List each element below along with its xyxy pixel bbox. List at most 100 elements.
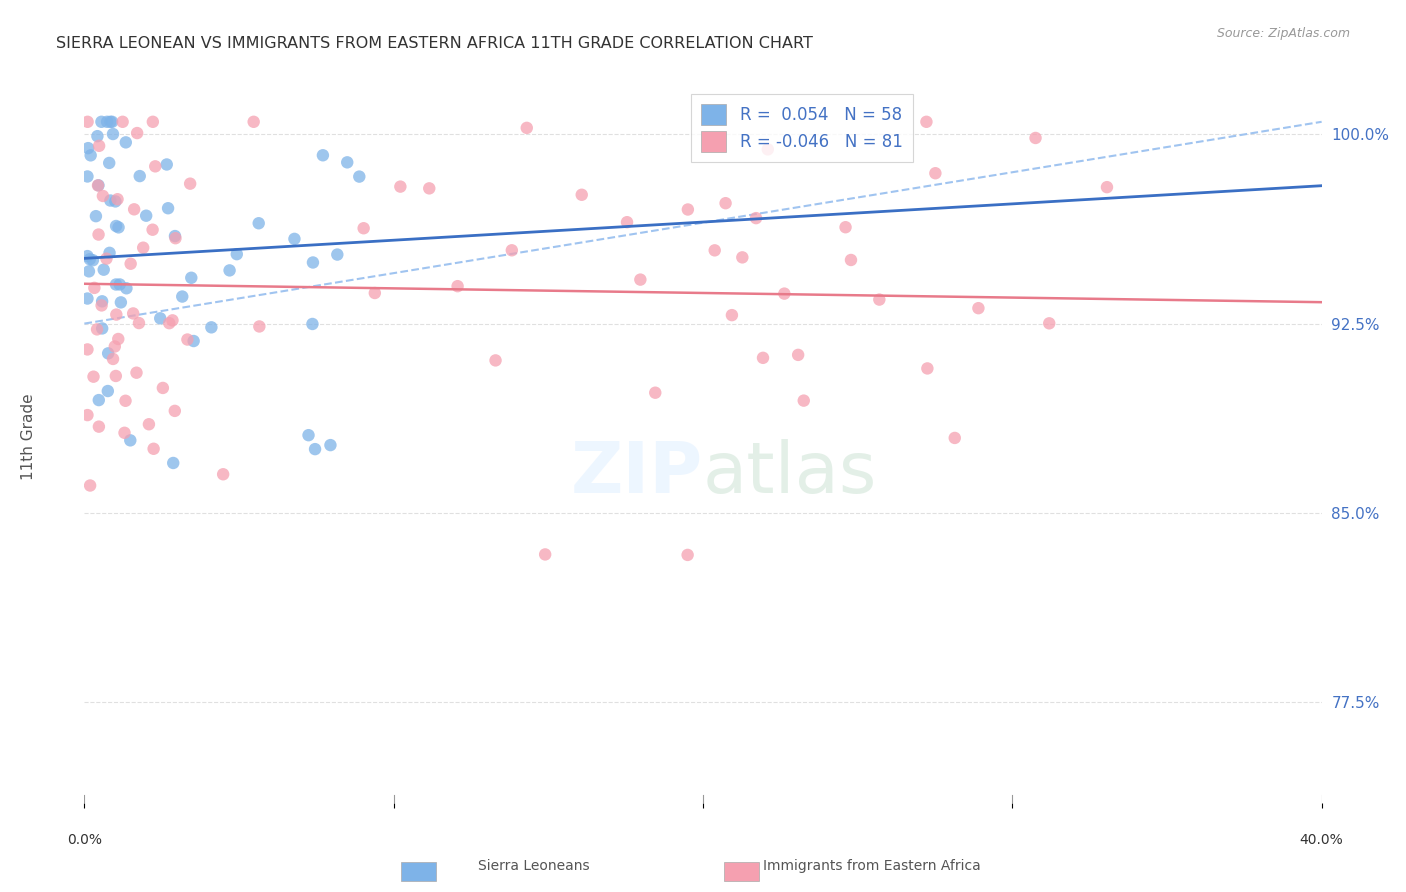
Point [703, 244, 725, 258]
Point [87, 393, 110, 408]
Point [90, 115, 112, 129]
Point [82, 253, 104, 268]
Point [628, 272, 651, 286]
Point [179, 177, 201, 191]
Point [76, 249, 98, 263]
Point [122, 306, 145, 320]
Point [1038, 316, 1060, 330]
Point [76, 292, 98, 306]
Point [183, 334, 205, 348]
Point [839, 252, 862, 267]
Point [114, 393, 136, 408]
Point [86, 129, 108, 144]
Point [114, 136, 136, 150]
Point [93, 262, 115, 277]
Point [571, 187, 593, 202]
Point [389, 179, 412, 194]
Point [868, 293, 890, 307]
Point [163, 229, 186, 244]
Point [721, 308, 744, 322]
Point [96, 252, 118, 266]
Point [302, 255, 325, 269]
Point [76, 115, 98, 129]
Point [128, 169, 150, 183]
Point [446, 279, 468, 293]
Point [336, 155, 359, 169]
Point [97, 384, 120, 398]
Point [107, 220, 129, 235]
Point [714, 196, 737, 211]
Point [142, 115, 165, 129]
Point [122, 202, 145, 217]
Point [107, 332, 129, 346]
Point [218, 263, 240, 277]
Point [157, 201, 180, 215]
Point [76, 343, 98, 357]
Point [77, 141, 100, 155]
Point [104, 368, 127, 383]
Point [773, 286, 796, 301]
Point [534, 548, 557, 562]
Point [110, 295, 132, 310]
Point [967, 301, 990, 315]
Point [353, 221, 375, 235]
Point [101, 351, 124, 366]
Text: Source: ZipAtlas.com: Source: ZipAtlas.com [1216, 27, 1350, 40]
Point [135, 209, 157, 223]
Text: SIERRA LEONEAN VS IMMIGRANTS FROM EASTERN AFRICA 11TH GRADE CORRELATION CHART: SIERRA LEONEAN VS IMMIGRANTS FROM EASTER… [56, 36, 813, 51]
Point [304, 442, 326, 457]
Point [98, 115, 121, 129]
Point [142, 223, 165, 237]
Point [76, 408, 98, 422]
Point [247, 216, 270, 230]
Point [301, 317, 323, 331]
Point [1095, 180, 1118, 194]
Point [79, 148, 101, 162]
Point [157, 316, 180, 330]
Point [82, 369, 104, 384]
Point [108, 277, 131, 292]
Point [943, 431, 966, 445]
Point [86, 322, 108, 336]
Point [915, 115, 938, 129]
Point [616, 215, 638, 229]
Point [225, 247, 247, 261]
Point [101, 127, 124, 141]
Point [138, 417, 160, 432]
Point [105, 219, 128, 233]
Point [297, 428, 319, 442]
Point [172, 289, 194, 303]
Point [156, 157, 179, 171]
Point [87, 178, 110, 193]
Point [97, 346, 120, 360]
Point [200, 320, 222, 334]
Text: 40.0%: 40.0% [1299, 833, 1344, 847]
Point [349, 169, 371, 184]
Text: 0.0%: 0.0% [67, 833, 101, 847]
Point [484, 353, 506, 368]
Point [676, 548, 699, 562]
Point [107, 192, 129, 206]
Point [104, 194, 127, 209]
Point [125, 366, 148, 380]
Point [787, 348, 810, 362]
Point [111, 115, 134, 129]
Point [212, 467, 235, 482]
Point [326, 247, 349, 261]
Point [76, 169, 98, 184]
Point [90, 298, 112, 312]
Point [752, 351, 775, 365]
Point [644, 385, 666, 400]
Point [101, 115, 124, 129]
Point [242, 115, 264, 129]
Point [731, 251, 754, 265]
Point [105, 277, 128, 292]
Point [127, 126, 149, 140]
Point [516, 120, 538, 135]
Point [114, 425, 136, 440]
Text: 11th Grade: 11th Grade [21, 393, 37, 481]
Point [501, 244, 523, 258]
Point [96, 115, 118, 129]
Point [87, 227, 110, 242]
Point [247, 319, 270, 334]
